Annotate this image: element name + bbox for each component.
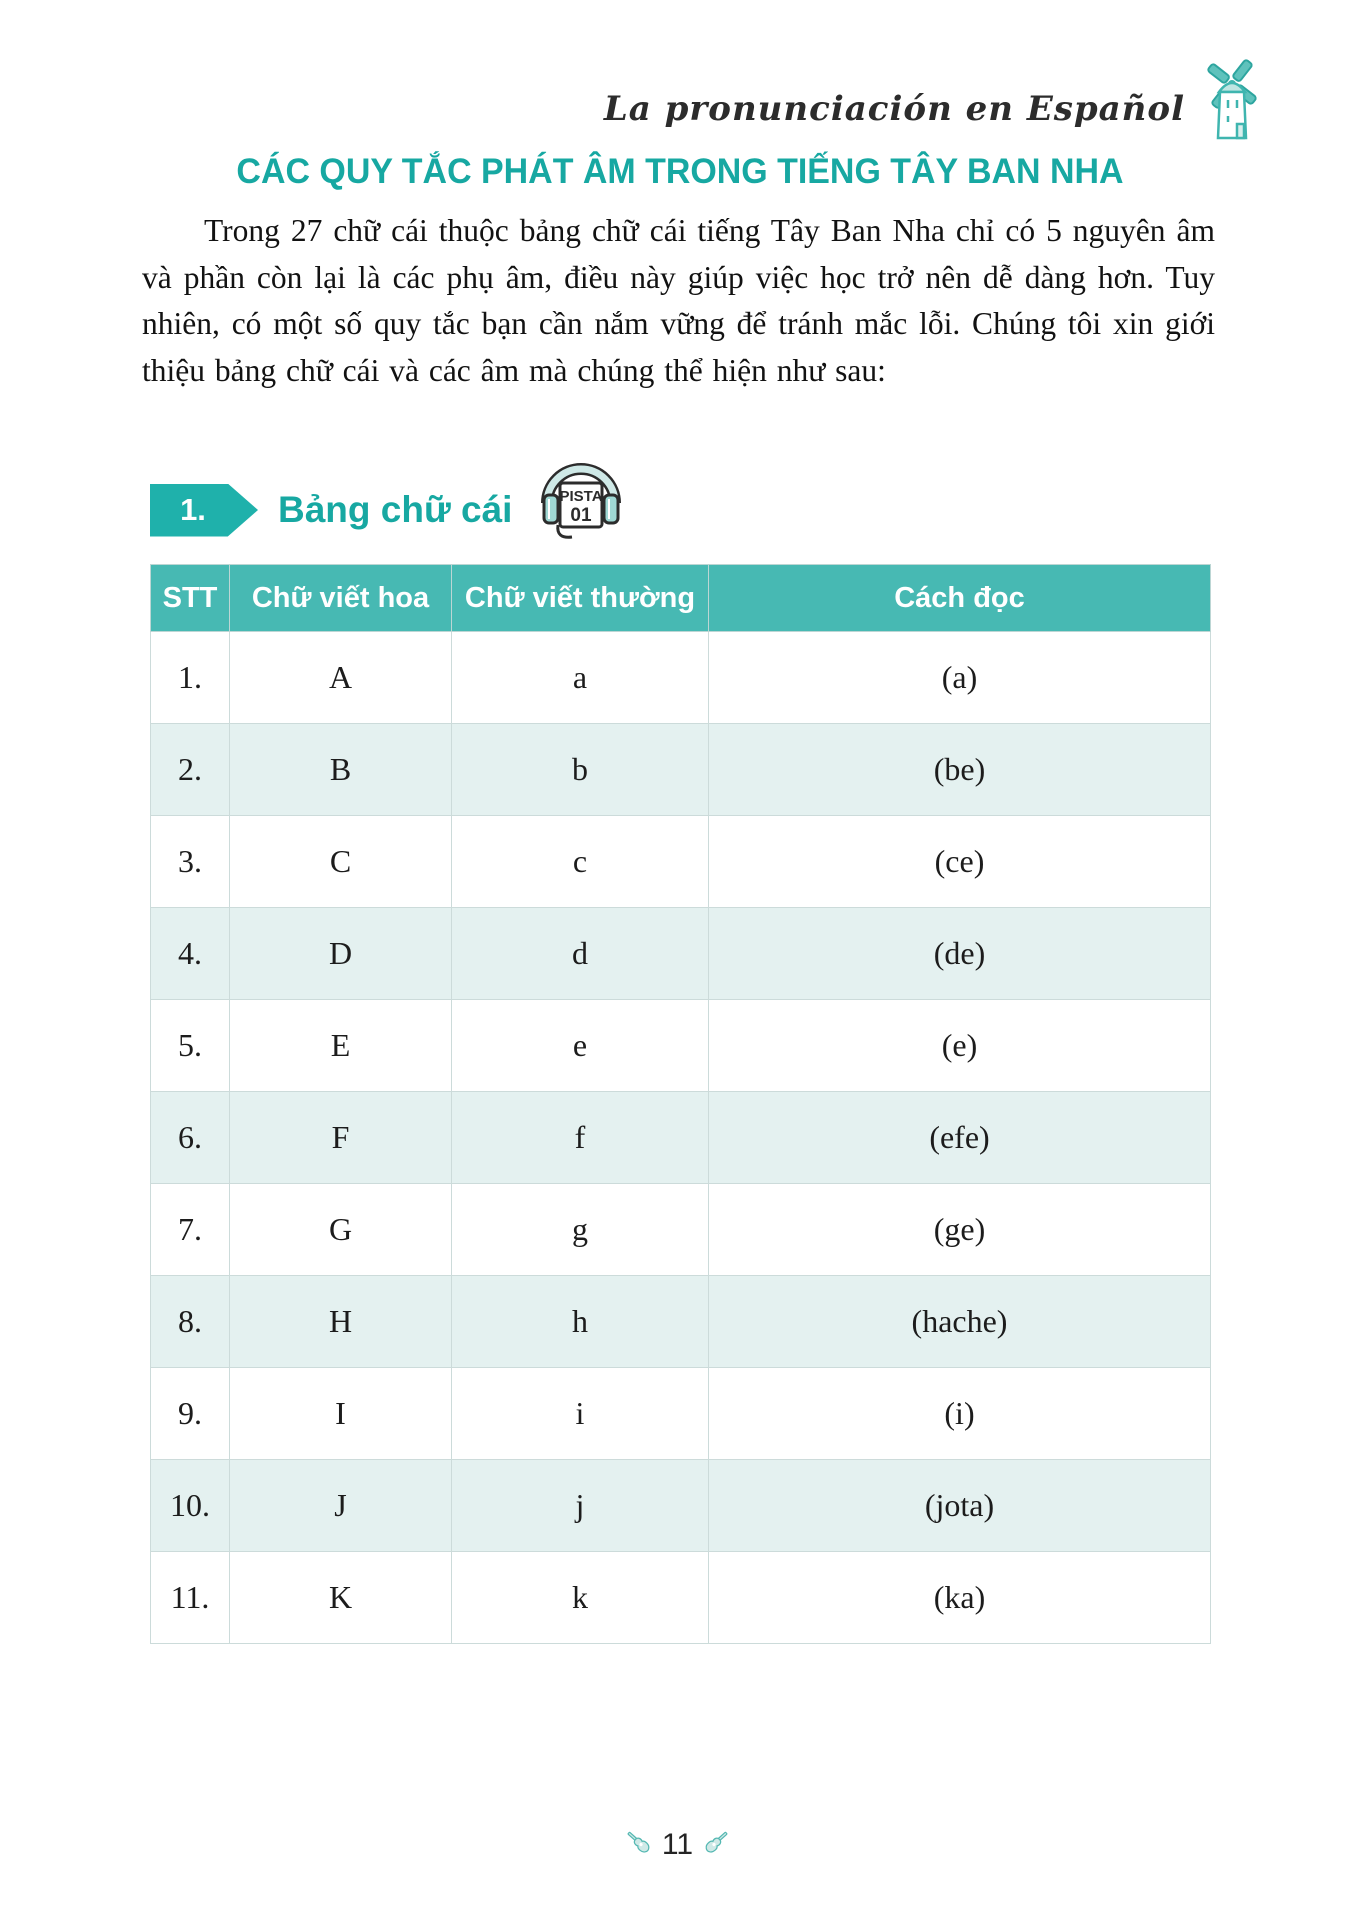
chapter-title: CÁC QUY TẮC PHÁT ÂM TRONG TIẾNG TÂY BAN … bbox=[236, 152, 1124, 191]
cell-lowercase: b bbox=[451, 723, 709, 816]
cell-uppercase: A bbox=[229, 631, 452, 724]
cell-stt: 1. bbox=[150, 631, 230, 724]
cell-stt: 5. bbox=[150, 999, 230, 1092]
cell-reading: (jota) bbox=[708, 1459, 1211, 1552]
cell-reading: (ka) bbox=[708, 1551, 1211, 1644]
cell-lowercase: e bbox=[451, 999, 709, 1092]
cell-lowercase: j bbox=[451, 1459, 709, 1552]
audio-badge-label: PISTA bbox=[560, 488, 603, 505]
windmill-icon bbox=[1197, 48, 1265, 145]
cell-stt: 4. bbox=[150, 907, 230, 1000]
cell-lowercase: h bbox=[451, 1275, 709, 1368]
cell-stt: 7. bbox=[150, 1183, 230, 1276]
guitar-icon bbox=[623, 1827, 660, 1862]
column-header-stt: STT bbox=[150, 564, 230, 632]
cell-reading: (de) bbox=[708, 907, 1211, 1000]
cell-stt: 9. bbox=[150, 1367, 230, 1460]
cell-lowercase: a bbox=[451, 631, 709, 724]
page-number: 11 bbox=[661, 1827, 694, 1861]
cell-stt: 2. bbox=[150, 723, 230, 816]
cell-lowercase: d bbox=[451, 907, 709, 1000]
cell-uppercase: I bbox=[229, 1367, 452, 1460]
cell-uppercase: K bbox=[229, 1551, 452, 1644]
cell-reading: (hache) bbox=[708, 1275, 1211, 1368]
cell-stt: 10. bbox=[150, 1459, 230, 1552]
cell-uppercase: D bbox=[229, 907, 452, 1000]
intro-paragraph: Trong 27 chữ cái thuộc bảng chữ cái tiến… bbox=[142, 213, 1215, 388]
cell-stt: 11. bbox=[150, 1551, 230, 1644]
cell-reading: (e) bbox=[708, 999, 1211, 1092]
section-title: Bảng chữ cái bbox=[278, 489, 513, 530]
cell-uppercase: G bbox=[229, 1183, 452, 1276]
column-header-lowercase: Chữ viết thường bbox=[451, 564, 709, 632]
cell-stt: 8. bbox=[150, 1275, 230, 1368]
column-header-reading: Cách đọc bbox=[708, 564, 1211, 632]
alphabet-table: STT Chữ viết hoa Chữ viết thường Cách đọ… bbox=[150, 564, 1211, 1644]
cell-lowercase: f bbox=[451, 1091, 709, 1184]
cell-lowercase: c bbox=[451, 815, 709, 908]
running-header: La pronunciación en Español bbox=[604, 48, 1265, 145]
cell-stt: 6. bbox=[150, 1091, 230, 1184]
guitar-icon bbox=[696, 1827, 733, 1862]
table-header-row: STT Chữ viết hoa Chữ viết thường Cách đọ… bbox=[150, 564, 1211, 632]
column-header-uppercase: Chữ viết hoa bbox=[229, 564, 452, 632]
cell-reading: (be) bbox=[708, 723, 1211, 816]
cell-lowercase: g bbox=[451, 1183, 709, 1276]
cell-reading: (ce) bbox=[708, 815, 1211, 908]
cell-uppercase: E bbox=[229, 999, 452, 1092]
section-number-badge: 1. bbox=[150, 483, 258, 537]
cell-reading: (ge) bbox=[708, 1183, 1211, 1276]
cell-uppercase: J bbox=[229, 1459, 452, 1552]
cell-stt: 3. bbox=[150, 815, 230, 908]
cell-reading: (a) bbox=[708, 631, 1211, 724]
cell-lowercase: k bbox=[451, 1551, 709, 1644]
cell-uppercase: F bbox=[229, 1091, 452, 1184]
page-footer: 11 bbox=[0, 1827, 1355, 1862]
cell-lowercase: i bbox=[451, 1367, 709, 1460]
running-header-title: La pronunciación en Español bbox=[603, 89, 1185, 129]
cell-uppercase: B bbox=[229, 723, 452, 816]
section-heading: 1. Bảng chữ cái PISTA 01 bbox=[150, 462, 1355, 540]
cell-uppercase: C bbox=[229, 815, 452, 908]
audio-track-headphones-icon: PISTA 01 bbox=[536, 447, 626, 548]
cell-uppercase: H bbox=[229, 1275, 452, 1368]
cell-reading: (i) bbox=[708, 1367, 1211, 1460]
cell-reading: (efe) bbox=[708, 1091, 1211, 1184]
audio-badge-number: 01 bbox=[571, 505, 593, 526]
